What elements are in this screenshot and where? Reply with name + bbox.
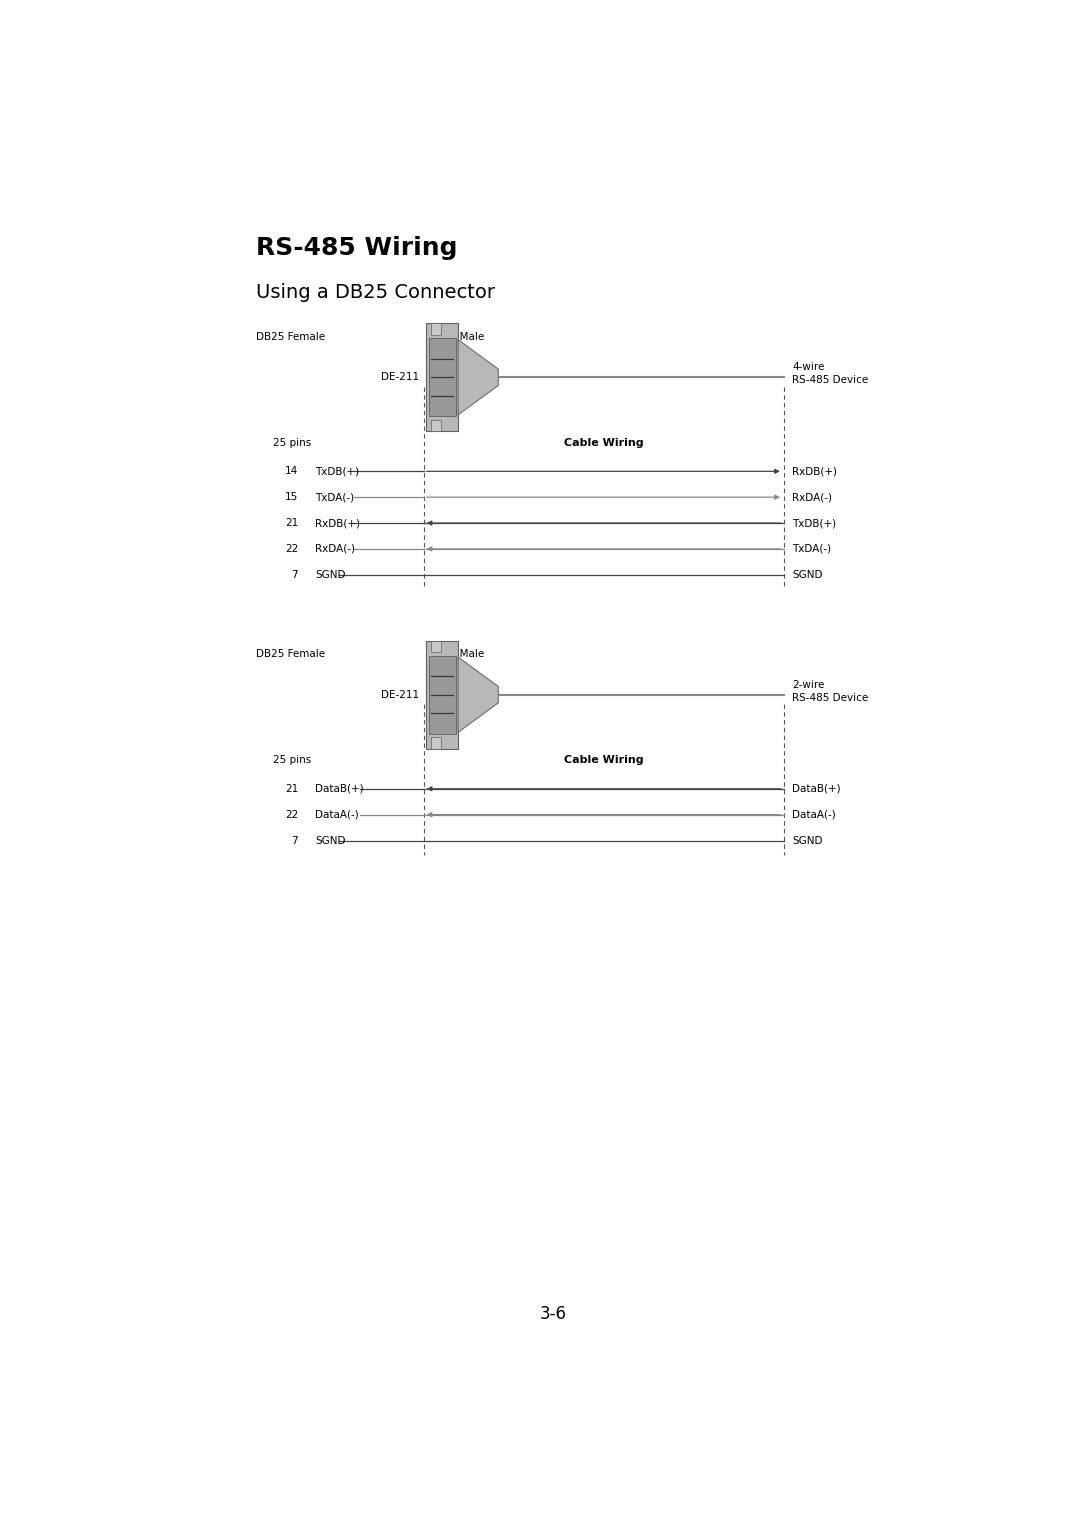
Polygon shape xyxy=(431,324,442,334)
Text: 25 pins: 25 pins xyxy=(273,438,311,447)
Text: DB25 Male: DB25 Male xyxy=(428,331,484,342)
Text: 22: 22 xyxy=(285,544,298,554)
Text: Using a DB25 Connector: Using a DB25 Connector xyxy=(256,282,496,302)
Polygon shape xyxy=(429,657,456,733)
Text: DataB(+): DataB(+) xyxy=(315,783,364,794)
Text: DataA(-): DataA(-) xyxy=(315,809,359,820)
Text: DataB(+): DataB(+) xyxy=(792,783,840,794)
Text: SGND: SGND xyxy=(792,835,823,846)
Text: TxDB(+): TxDB(+) xyxy=(792,518,836,528)
Text: RS-485 Wiring: RS-485 Wiring xyxy=(256,237,458,260)
Text: RxDB(+): RxDB(+) xyxy=(315,518,360,528)
Polygon shape xyxy=(431,641,442,652)
Text: 21: 21 xyxy=(285,518,298,528)
Text: TxDA(-): TxDA(-) xyxy=(792,544,832,554)
Polygon shape xyxy=(427,324,458,431)
Text: 3-6: 3-6 xyxy=(540,1306,567,1324)
Text: TxDB(+): TxDB(+) xyxy=(315,466,359,476)
Text: SGND: SGND xyxy=(315,570,346,580)
Text: 21: 21 xyxy=(285,783,298,794)
Text: 15: 15 xyxy=(285,492,298,502)
Text: 2-wire
RS-485 Device: 2-wire RS-485 Device xyxy=(792,680,868,702)
Text: DataA(-): DataA(-) xyxy=(792,809,836,820)
Polygon shape xyxy=(458,339,498,415)
Polygon shape xyxy=(429,339,456,415)
Polygon shape xyxy=(431,738,442,748)
Text: RxDA(-): RxDA(-) xyxy=(792,492,832,502)
Text: 7: 7 xyxy=(292,835,298,846)
Polygon shape xyxy=(427,641,458,748)
Text: SGND: SGND xyxy=(315,835,346,846)
Text: DB25 Male: DB25 Male xyxy=(428,649,484,660)
Text: 22: 22 xyxy=(285,809,298,820)
Text: Cable Wiring: Cable Wiring xyxy=(564,756,644,765)
Text: DB25 Female: DB25 Female xyxy=(256,649,325,660)
Text: 4-wire
RS-485 Device: 4-wire RS-485 Device xyxy=(792,362,868,385)
Text: RxDA(-): RxDA(-) xyxy=(315,544,355,554)
Text: TxDA(-): TxDA(-) xyxy=(315,492,354,502)
Text: 14: 14 xyxy=(285,466,298,476)
Text: 7: 7 xyxy=(292,570,298,580)
Text: Cable Wiring: Cable Wiring xyxy=(564,438,644,447)
Text: DE-211: DE-211 xyxy=(381,373,419,382)
Polygon shape xyxy=(458,657,498,733)
Text: SGND: SGND xyxy=(792,570,823,580)
Text: DB25 Female: DB25 Female xyxy=(256,331,325,342)
Text: RxDB(+): RxDB(+) xyxy=(792,466,837,476)
Polygon shape xyxy=(431,420,442,431)
Text: 25 pins: 25 pins xyxy=(273,756,311,765)
Text: DE-211: DE-211 xyxy=(381,690,419,699)
